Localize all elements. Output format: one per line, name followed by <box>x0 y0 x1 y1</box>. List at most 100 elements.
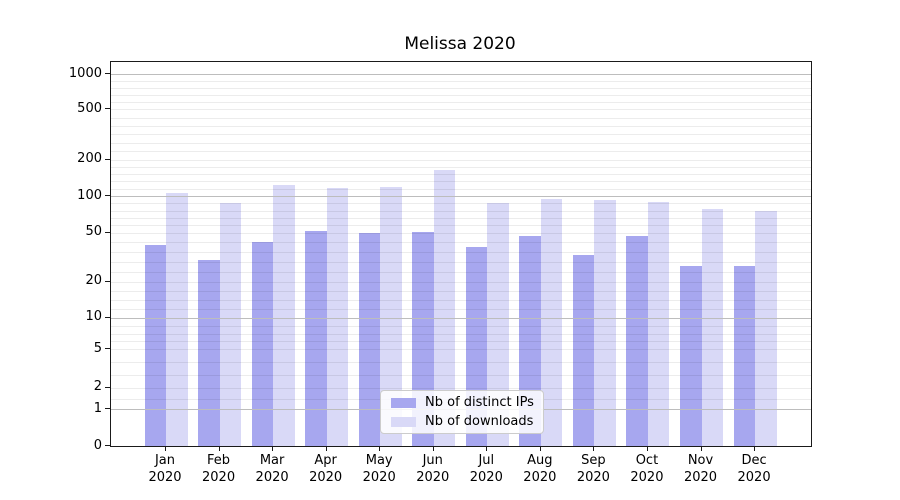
gridline-minor <box>111 333 811 335</box>
y-tick-label: 100 <box>77 187 102 203</box>
gridline-minor <box>111 349 811 351</box>
x-tick-label: Sep 2020 <box>576 453 610 485</box>
gridline-minor <box>111 95 811 97</box>
y-tick-mark <box>105 316 110 318</box>
x-tick-label: Oct 2020 <box>630 453 664 485</box>
gridline-minor <box>111 174 811 176</box>
gridline-minor <box>111 271 811 273</box>
gridline-minor <box>111 242 811 244</box>
gridline-minor <box>111 325 811 327</box>
y-tick-label: 200 <box>77 151 102 166</box>
y-tick-mark <box>105 158 110 160</box>
x-tick-mark <box>700 446 702 451</box>
bar-downloads <box>487 203 509 446</box>
gridline-minor <box>111 159 811 161</box>
bar-distinct-ips <box>144 244 166 446</box>
y-tick-label: 50 <box>85 224 102 240</box>
x-tick-mark <box>432 446 434 451</box>
y-tick-label: 500 <box>77 100 102 116</box>
gridline-minor <box>111 210 811 212</box>
bar-distinct-ips <box>198 259 220 446</box>
x-tick-label: Apr 2020 <box>309 453 343 485</box>
gridline-minor <box>111 281 811 283</box>
y-tick-mark <box>105 280 110 282</box>
x-tick-mark <box>754 446 756 451</box>
chart-title: Melissa 2020 <box>404 34 516 54</box>
y-tick-mark <box>105 73 110 75</box>
legend-label-distinct-ips: Nb of distinct IPs <box>425 395 534 410</box>
x-tick-mark <box>539 446 541 451</box>
gridline-minor <box>111 166 811 168</box>
bar-distinct-ips <box>251 241 274 446</box>
x-tick-label: Jun 2020 <box>416 453 450 485</box>
y-tick-label: 1000 <box>68 65 102 81</box>
bar-distinct-ips <box>680 265 702 446</box>
gridline-minor <box>111 362 811 364</box>
bar-distinct-ips <box>305 230 327 446</box>
x-tick-mark <box>646 446 648 451</box>
bar-downloads <box>755 211 777 446</box>
y-tick-mark <box>105 386 110 388</box>
y-tick-label: 20 <box>85 273 102 288</box>
bar-downloads <box>701 209 723 446</box>
x-tick-mark <box>379 446 381 451</box>
legend-label-downloads: Nb of downloads <box>425 414 534 429</box>
y-tick-mark <box>105 108 110 110</box>
gridline-minor <box>111 188 811 190</box>
x-tick-mark <box>593 446 595 451</box>
gridline-minor <box>111 308 811 310</box>
x-tick-label: Jan 2020 <box>148 453 182 485</box>
gridline-minor <box>111 387 811 389</box>
bar-downloads <box>647 201 670 446</box>
x-tick-label: Nov 2020 <box>683 453 718 485</box>
gridline-minor <box>111 252 811 254</box>
gridline-minor <box>111 225 811 227</box>
x-tick-label: May 2020 <box>362 453 396 485</box>
gridline-major <box>111 74 811 76</box>
bar-distinct-ips <box>572 254 595 446</box>
bar-distinct-ips <box>358 232 381 446</box>
gridline-minor <box>111 203 811 205</box>
x-tick-mark <box>165 446 166 451</box>
y-tick-mark <box>105 195 110 196</box>
y-tick-label: 5 <box>93 340 102 356</box>
gridline-minor <box>111 126 811 128</box>
y-tick-label: 2 <box>93 379 102 395</box>
bar-downloads <box>273 184 295 446</box>
legend-entry-downloads: Nb of downloads <box>381 414 543 429</box>
bar-distinct-ips <box>733 265 756 446</box>
bar-downloads <box>433 170 456 446</box>
gridline-minor <box>111 261 811 263</box>
gridline-minor <box>111 81 811 83</box>
gridline-minor <box>111 88 811 90</box>
x-tick-mark <box>486 446 488 451</box>
gridline-minor <box>111 102 811 104</box>
gridline-minor <box>111 142 811 144</box>
y-tick-mark <box>105 408 110 410</box>
x-tick-label: Feb 2020 <box>202 453 236 485</box>
legend: Nb of distinct IPs Nb of downloads <box>380 390 544 434</box>
y-tick-mark <box>105 445 110 446</box>
x-tick-label: Jul 2020 <box>469 453 503 485</box>
x-tick-mark <box>325 446 327 451</box>
bar-downloads <box>540 199 563 446</box>
gridline-minor <box>111 109 811 111</box>
y-tick-mark <box>105 231 110 233</box>
x-tick-mark <box>218 446 220 451</box>
gridline-major <box>111 196 811 197</box>
legend-swatch-downloads <box>391 416 416 427</box>
gridline-minor <box>111 134 811 136</box>
bar-downloads <box>380 187 402 446</box>
legend-entry-distinct-ips: Nb of distinct IPs <box>381 395 543 410</box>
y-tick-label: 0 <box>93 437 102 453</box>
gridline-minor <box>111 374 811 376</box>
x-tick-label: Dec 2020 <box>737 453 771 485</box>
x-tick-mark <box>272 446 274 451</box>
gridline-minor <box>111 290 811 292</box>
gridline-minor <box>111 181 811 183</box>
bar-downloads <box>166 193 188 446</box>
y-tick-label: 1 <box>93 400 102 416</box>
gridline-minor <box>111 232 811 234</box>
gridline-minor <box>111 218 811 220</box>
